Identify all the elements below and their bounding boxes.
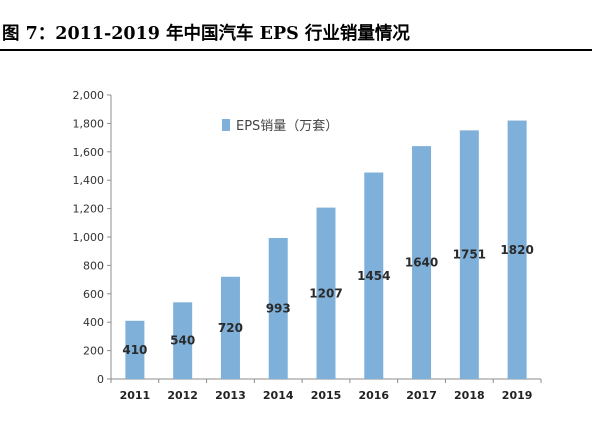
y-tick-label: 1,200 <box>73 203 105 216</box>
y-tick-label: 1,600 <box>73 146 105 159</box>
x-tick-label: 2012 <box>167 389 198 402</box>
y-tick-label: 1,400 <box>73 174 105 187</box>
data-label: 540 <box>170 334 195 348</box>
x-tick-label: 2018 <box>454 389 485 402</box>
x-tick-label: 2013 <box>215 389 246 402</box>
data-label: 410 <box>122 343 147 357</box>
legend: EPS销量（万套） <box>222 118 338 134</box>
legend-label: EPS销量（万套） <box>236 118 338 134</box>
y-tick-label: 400 <box>83 316 104 329</box>
data-label: 1640 <box>405 256 438 270</box>
data-label: 1820 <box>500 243 533 257</box>
x-tick-label: 2016 <box>358 389 389 402</box>
x-tick-label: 2011 <box>120 389 151 402</box>
y-tick-label: 2,000 <box>73 89 105 102</box>
data-labels: 410 540 720 993 1207 1454 1640 1751 1820 <box>122 243 533 357</box>
y-tick-label: 1,000 <box>73 231 105 244</box>
data-label: 720 <box>218 321 243 335</box>
x-tick-label: 2019 <box>502 389 533 402</box>
y-tick-label: 800 <box>83 259 104 272</box>
x-tick-label: 2015 <box>311 389 342 402</box>
data-label: 993 <box>266 301 291 315</box>
y-tick-label: 200 <box>83 345 104 358</box>
bar-2015 <box>316 207 336 379</box>
bar-2017 <box>412 146 432 379</box>
legend-swatch <box>222 119 230 131</box>
bar-2019 <box>507 120 527 379</box>
y-axis: 0 200 400 600 800 1,000 1,200 1,400 1,600 1,800 2,… <box>73 89 112 386</box>
y-tick-label: 600 <box>83 288 104 301</box>
x-tick-label: 2014 <box>263 389 294 402</box>
bar-2013 <box>220 276 240 379</box>
y-tick-label: 0 <box>97 373 104 386</box>
data-label: 1751 <box>453 248 486 262</box>
bar-2012 <box>173 302 193 379</box>
bar-2016 <box>364 172 384 379</box>
data-label: 1454 <box>357 269 390 283</box>
y-tick-label: 1,800 <box>73 117 105 130</box>
figure-title: 图 7：2011-2019 年中国汽车 EPS 行业销量情况 <box>2 24 410 44</box>
bar-2014 <box>268 237 288 379</box>
bar-2011 <box>125 320 145 379</box>
bar-2018 <box>459 130 479 379</box>
x-axis: 2011 2012 2013 2014 2015 2016 2017 2018 2019 <box>110 378 542 402</box>
title-underline <box>0 49 592 51</box>
bar-series <box>125 120 527 379</box>
data-label: 1207 <box>309 286 342 300</box>
x-tick-label: 2017 <box>406 389 437 402</box>
